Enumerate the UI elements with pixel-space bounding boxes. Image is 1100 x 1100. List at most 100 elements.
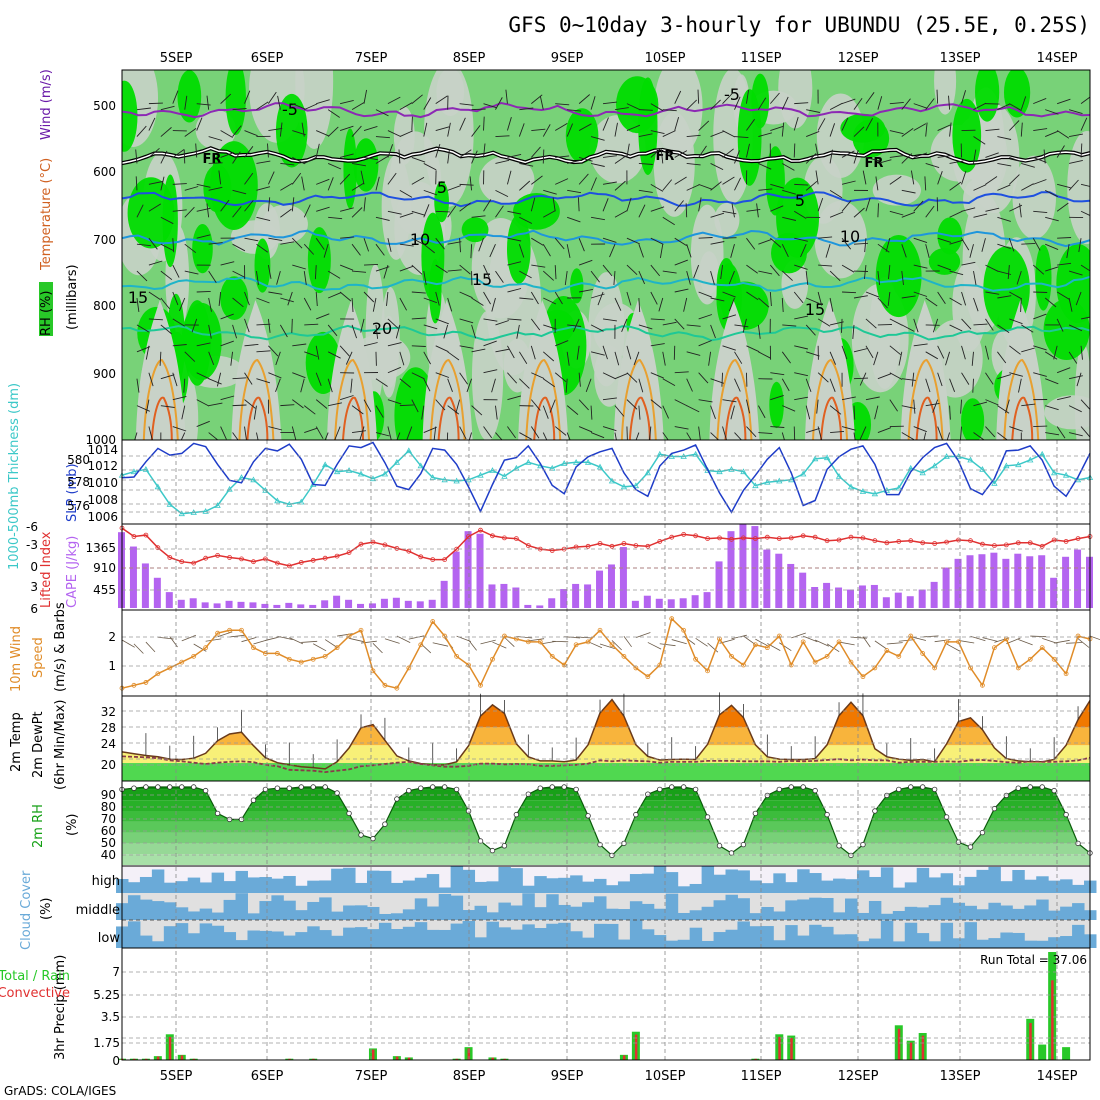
cloud-bar — [378, 922, 392, 948]
wind-barb — [267, 171, 275, 185]
rh-high-patch — [307, 227, 331, 294]
rh-high-patch — [513, 193, 560, 230]
thickness-line-marker — [907, 464, 914, 471]
thickness-line-marker — [202, 508, 209, 514]
wind-barb — [577, 197, 580, 212]
wind-barb — [1080, 316, 1090, 320]
wind-barb — [244, 200, 254, 212]
wind-barb — [360, 170, 365, 185]
wind-barb — [395, 324, 401, 339]
tick-slp-1006: 1006 — [87, 510, 118, 524]
wind-barb — [256, 432, 259, 440]
rh-low-patch — [872, 174, 921, 206]
wind-barb — [268, 291, 283, 295]
cloud-bar — [964, 905, 977, 920]
wind-barb — [614, 122, 618, 137]
wind-barb — [853, 432, 856, 440]
rh-high-patch — [162, 174, 178, 268]
wind-barb — [351, 405, 364, 415]
wind-barb — [256, 297, 270, 304]
wind-barb — [1045, 405, 1059, 411]
wind-barb — [985, 128, 1000, 131]
wind-barb — [973, 184, 987, 191]
cloud-bar — [450, 895, 464, 920]
wind-barb — [626, 345, 632, 360]
wind-barb — [1057, 237, 1072, 239]
wind-barb — [375, 109, 389, 117]
precip-conv-bar — [754, 1058, 757, 1060]
wind-barb — [519, 180, 531, 191]
wind-barb — [1009, 318, 1023, 325]
wind-barb — [411, 94, 423, 104]
wind-barb — [793, 291, 804, 304]
precip-conv-bar — [909, 1042, 913, 1060]
wind-barb — [945, 351, 951, 366]
cloud-bar — [235, 940, 248, 948]
lifted-line-marker — [884, 540, 890, 546]
wind-barb — [195, 143, 198, 158]
wind-barb — [602, 318, 617, 322]
wind-barb — [301, 122, 305, 137]
wind-barb — [196, 399, 210, 407]
wind-barb — [268, 127, 283, 131]
wind-barb — [889, 101, 904, 105]
wind-barb — [674, 90, 682, 104]
cape-bar — [763, 549, 771, 608]
thickness-line-marker — [871, 490, 879, 497]
cloud-bar — [892, 911, 906, 920]
wind-barb — [387, 172, 397, 185]
cloud-bar — [880, 867, 894, 893]
rh-marker — [298, 784, 304, 790]
wind-barb — [597, 291, 604, 306]
wind-barb — [1033, 128, 1048, 131]
cloud-bar — [1000, 932, 1013, 948]
wind-barb — [351, 243, 361, 256]
cloud-bar — [1024, 905, 1037, 920]
wind10m-line-marker — [1075, 633, 1081, 639]
wind-barb — [638, 204, 646, 218]
wind-barb — [483, 291, 491, 305]
cloud-bar — [653, 908, 667, 920]
thickness-line-marker — [1003, 462, 1010, 469]
wind-barb — [375, 432, 390, 437]
wind-barb — [650, 291, 658, 305]
cloud-bar — [211, 872, 225, 893]
wind-barb — [220, 199, 230, 212]
wind-barb — [746, 264, 758, 274]
tick-slp-1014: 1014 — [87, 443, 118, 457]
wind-barb — [602, 426, 617, 432]
wind-barb — [853, 149, 859, 164]
wind-barb — [339, 264, 354, 271]
rh-marker — [609, 852, 615, 859]
wind-barb — [483, 103, 498, 109]
wind-barb — [542, 432, 548, 440]
wind-barb — [602, 237, 617, 243]
wind-barb — [375, 216, 390, 221]
wind-barb — [507, 372, 518, 384]
wind-barb — [206, 95, 210, 110]
wind-barb — [734, 324, 749, 328]
wind-barb — [674, 176, 687, 185]
wind-barb — [817, 291, 823, 306]
wind-barb — [316, 178, 330, 185]
lifted-line-marker — [1027, 540, 1033, 546]
lifted-line-marker — [824, 538, 830, 544]
cloud-bar — [629, 901, 643, 920]
lifted-line-marker — [573, 544, 579, 550]
wind-barb — [722, 345, 736, 351]
wind10m-line-marker — [251, 645, 256, 651]
wind-barb — [997, 136, 1012, 140]
wind-barb — [375, 136, 390, 139]
wind-barb — [997, 324, 1010, 333]
wind-barb — [913, 264, 928, 269]
wind-barb — [291, 172, 302, 185]
precip-conv-bar — [503, 1058, 506, 1060]
lifted-line-marker — [860, 535, 866, 541]
wind-barb — [817, 426, 823, 440]
rh-marker — [1039, 784, 1045, 790]
wind-barb — [633, 351, 640, 366]
wind-barb — [805, 180, 818, 191]
cloud-bar — [343, 905, 356, 920]
wind-barb — [352, 270, 367, 273]
wind-barb — [208, 378, 222, 385]
